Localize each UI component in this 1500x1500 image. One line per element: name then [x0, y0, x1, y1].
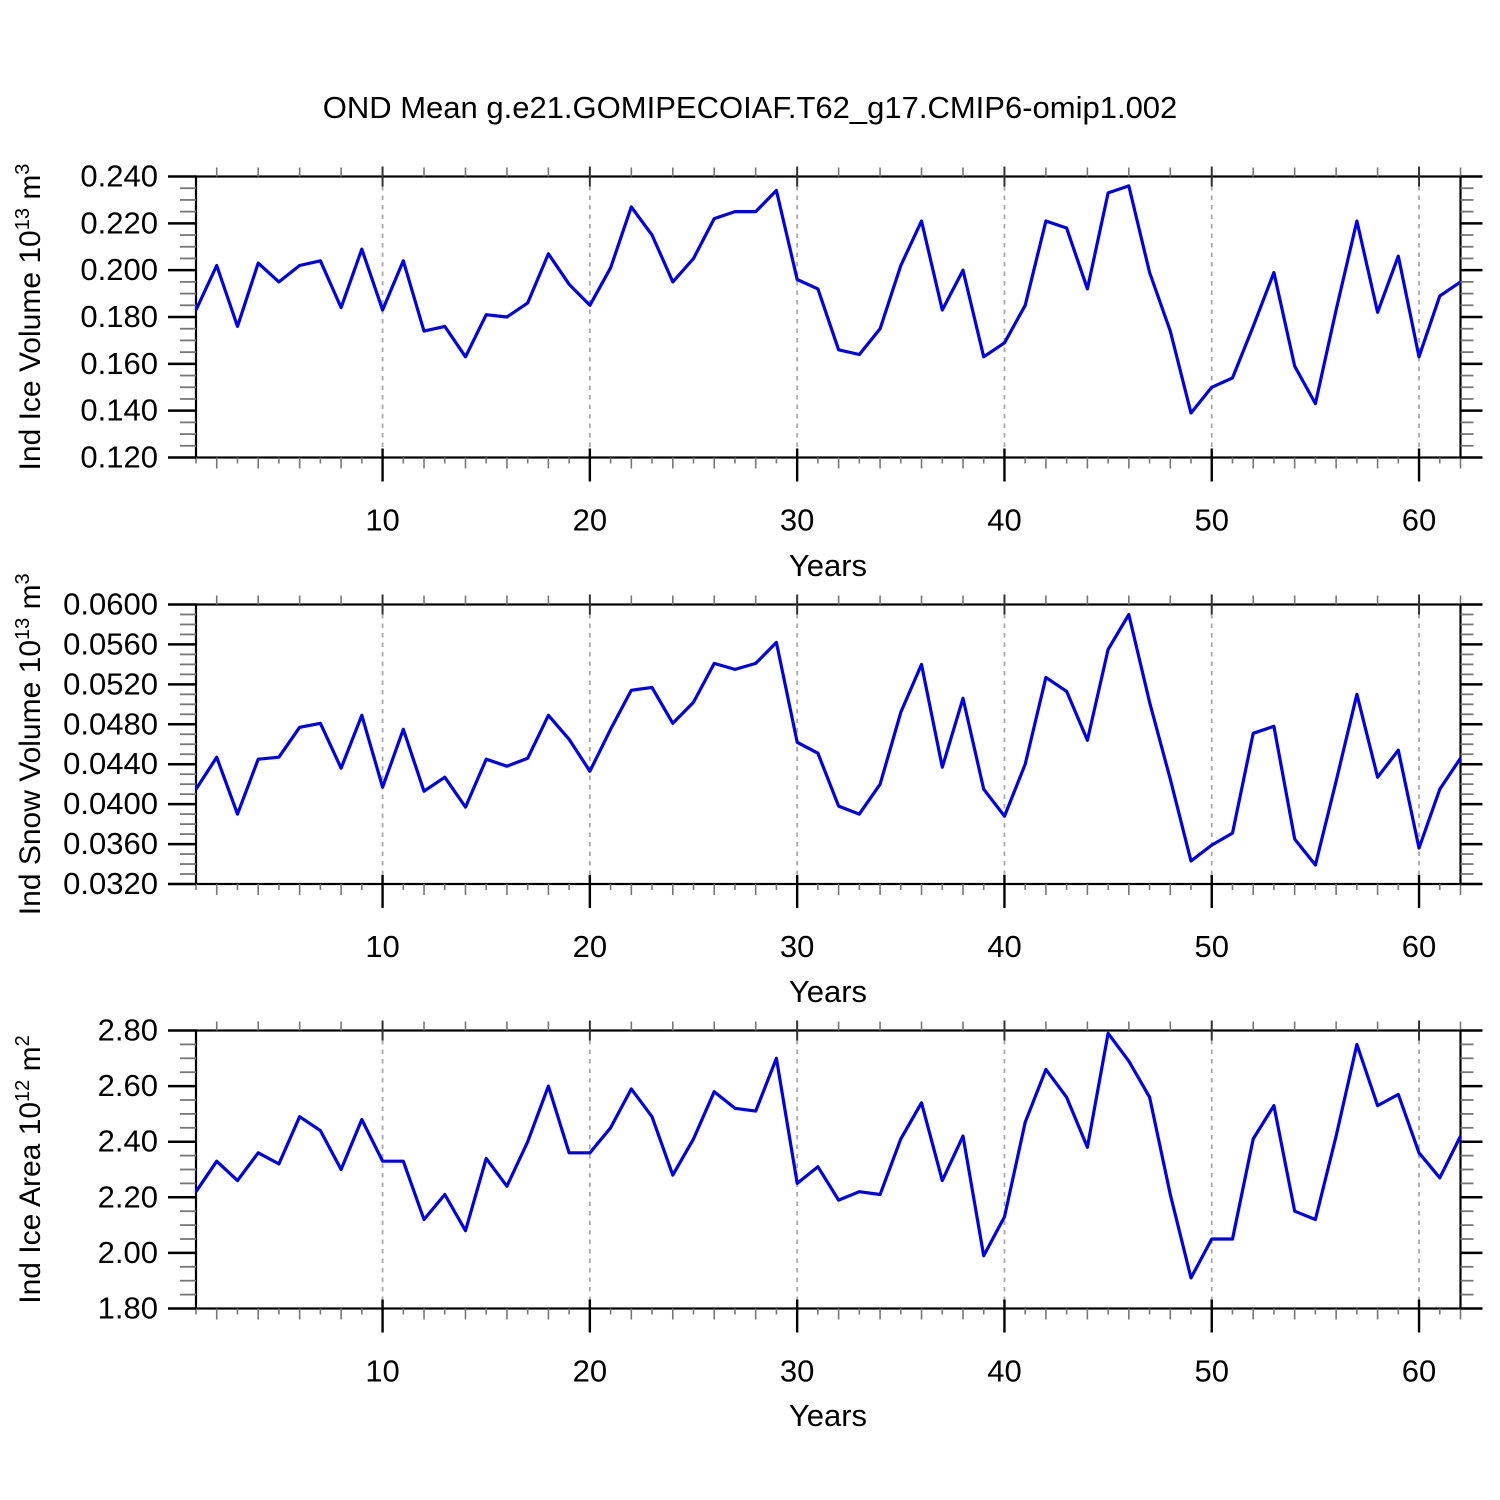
xaxis-label-ice-area: Years — [789, 1398, 867, 1433]
y-tick-label: 0.0440 — [63, 746, 158, 781]
x-ticks: 10 20 30 40 50 60 — [195, 594, 1462, 964]
y-ticks: 0.0320 0.0360 0.0400 0.0440 0.0480 0.0520 0.05… — [63, 587, 1483, 901]
x-tick-label: 40 — [987, 503, 1021, 538]
ind-snow-volume-series-line — [194, 612, 1462, 867]
x-tick-label: 50 — [1195, 503, 1229, 538]
y-tick-label: 2.60 — [98, 1068, 158, 1103]
ind-ice-volume-ylabel: Ind Ice Volume 1013 m3 — [12, 164, 47, 471]
x-tick-label: 20 — [573, 929, 607, 964]
x-tick-label: 30 — [780, 1354, 814, 1389]
x-tick-label: 60 — [1402, 1354, 1436, 1389]
y-tick-label: 0.0480 — [63, 706, 158, 741]
y-ticks: 0.120 0.140 0.160 0.180 0.200 0.220 0.240 — [80, 159, 1483, 475]
x-tick-label: 60 — [1402, 929, 1436, 964]
xaxis-label-ice-volume: Years — [789, 548, 867, 583]
charts-group: 10 20 30 40 50 60 0.120 0.140 0.160 0.180 0.200 0.2… — [12, 159, 1483, 1389]
y-ticks: 1.80 2.00 2.20 2.40 2.60 2.80 — [98, 1013, 1483, 1326]
y-tick-label: 0.220 — [80, 205, 158, 240]
x-tick-label: 20 — [573, 503, 607, 538]
ind-ice-area-chart: 10 20 30 40 50 60 1.80 2.00 2.20 2.40 2.60 2.80 Ind … — [12, 1013, 1483, 1389]
y-tick-label: 0.160 — [80, 346, 158, 381]
y-tick-label: 2.80 — [98, 1013, 158, 1048]
x-tick-label: 10 — [365, 929, 399, 964]
ind-ice-volume-chart: 10 20 30 40 50 60 0.120 0.140 0.160 0.180 0.200 0.2… — [12, 159, 1483, 538]
y-tick-label: 0.180 — [80, 299, 158, 334]
x-tick-label: 10 — [365, 1354, 399, 1389]
x-tick-label: 30 — [780, 503, 814, 538]
y-tick-label: 0.120 — [80, 440, 158, 475]
ind-ice-area-series-line — [194, 1031, 1462, 1280]
y-tick-label: 2.00 — [98, 1235, 158, 1270]
y-tick-label: 0.200 — [80, 252, 158, 287]
ind-snow-volume-chart: 10 20 30 40 50 60 0.0320 0.0360 0.0400 0.0440 0.04… — [12, 573, 1483, 964]
decade-gridlines — [381, 176, 1420, 458]
xaxis-label-snow-volume: Years — [789, 974, 867, 1009]
x-tick-label: 30 — [780, 929, 814, 964]
ind-ice-area-ylabel: Ind Ice Area 1012 m2 — [12, 1035, 47, 1304]
y-tick-label: 1.80 — [98, 1291, 158, 1326]
y-tick-label: 0.0560 — [63, 626, 158, 661]
x-tick-label: 60 — [1402, 503, 1436, 538]
y-tick-label: 0.240 — [80, 159, 158, 194]
y-tick-label: 0.0320 — [63, 866, 158, 901]
x-ticks: 10 20 30 40 50 60 — [195, 1020, 1462, 1389]
x-ticks: 10 20 30 40 50 60 — [195, 166, 1462, 538]
y-tick-label: 2.40 — [98, 1124, 158, 1159]
plot-frame — [194, 1029, 1462, 1310]
x-tick-label: 10 — [365, 503, 399, 538]
x-tick-label: 50 — [1195, 1354, 1229, 1389]
figure-title: OND Mean g.e21.GOMIPECOIAF.T62_g17.CMIP6… — [323, 90, 1178, 125]
decade-gridlines — [381, 1030, 1420, 1309]
y-tick-label: 0.0600 — [63, 587, 158, 622]
x-tick-label: 40 — [987, 1354, 1021, 1389]
x-tick-label: 40 — [987, 929, 1021, 964]
ind-ice-volume-series-line — [194, 184, 1462, 415]
y-tick-label: 0.140 — [80, 393, 158, 428]
y-tick-label: 0.0360 — [63, 826, 158, 861]
x-tick-label: 20 — [573, 1354, 607, 1389]
y-tick-label: 0.0520 — [63, 666, 158, 701]
y-tick-label: 0.0400 — [63, 786, 158, 821]
plot-frame — [194, 603, 1462, 886]
x-tick-label: 50 — [1195, 929, 1229, 964]
y-tick-label: 2.20 — [98, 1179, 158, 1214]
decade-gridlines — [381, 604, 1420, 884]
ind-snow-volume-ylabel: Ind Snow Volume 1013 m3 — [12, 573, 47, 915]
